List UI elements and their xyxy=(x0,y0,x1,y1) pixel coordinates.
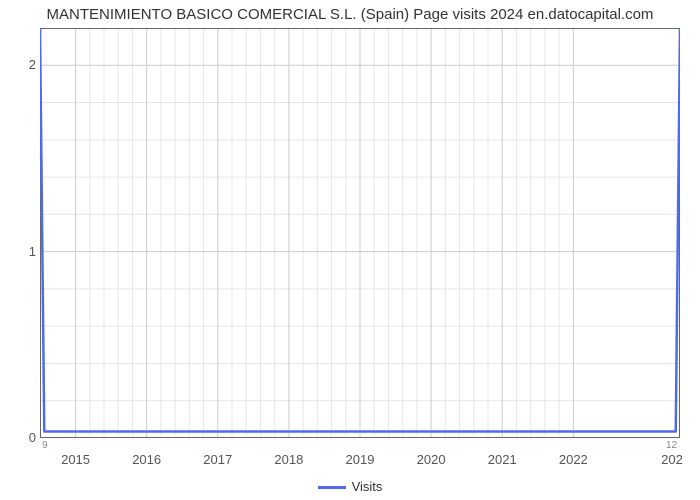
legend-swatch xyxy=(318,486,346,489)
x-tick-label: 2018 xyxy=(274,452,303,467)
x-tick-label: 2016 xyxy=(132,452,161,467)
corner-number-bottom-left: 9 xyxy=(42,440,48,451)
x-tick-label: 2017 xyxy=(203,452,232,467)
chart-container: MANTENIMIENTO BASICO COMERCIAL S.L. (Spa… xyxy=(0,0,700,500)
legend-label: Visits xyxy=(352,479,383,494)
x-tick-label-trailing: 202 xyxy=(661,452,683,467)
chart-title: MANTENIMIENTO BASICO COMERCIAL S.L. (Spa… xyxy=(0,6,700,23)
y-tick-label: 1 xyxy=(6,244,36,259)
x-tick-label: 2015 xyxy=(61,452,90,467)
x-tick-label: 2021 xyxy=(488,452,517,467)
x-tick-label: 2019 xyxy=(346,452,375,467)
y-tick-label: 2 xyxy=(6,57,36,72)
y-tick-label: 0 xyxy=(6,430,36,445)
corner-number-bottom-right: 12 xyxy=(666,440,677,451)
plot-area xyxy=(40,28,680,438)
x-tick-label: 2020 xyxy=(417,452,446,467)
legend: Visits xyxy=(0,479,700,494)
x-tick-label: 2022 xyxy=(559,452,588,467)
